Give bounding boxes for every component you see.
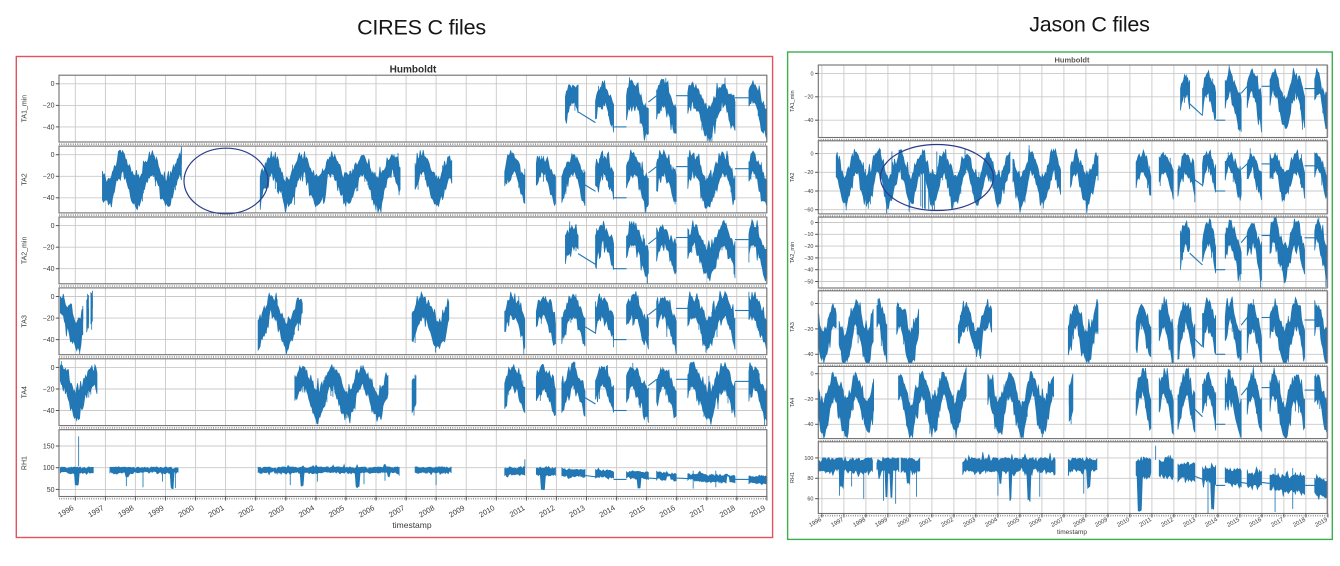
svg-text:−20: −20 [804, 327, 813, 333]
svg-text:0: 0 [810, 372, 813, 378]
svg-text:−20: −20 [804, 397, 813, 403]
svg-text:Jason C files: Jason C files [1029, 13, 1149, 37]
svg-text:TA4: TA4 [22, 386, 29, 398]
svg-text:0: 0 [51, 294, 55, 301]
svg-text:TA2: TA2 [790, 173, 796, 183]
svg-text:TA2: TA2 [22, 173, 29, 185]
svg-text:0: 0 [51, 152, 55, 159]
svg-text:−40: −40 [43, 337, 55, 344]
svg-text:80: 80 [807, 476, 813, 482]
svg-text:60: 60 [807, 497, 813, 503]
svg-text:100: 100 [43, 465, 55, 472]
svg-text:−40: −40 [43, 408, 55, 415]
svg-text:−10: −10 [804, 232, 813, 238]
svg-text:−20: −20 [43, 103, 55, 110]
svg-text:−40: −40 [804, 118, 813, 124]
svg-text:TA1_min: TA1_min [22, 95, 29, 123]
svg-text:150: 150 [43, 443, 55, 450]
svg-text:−20: −20 [43, 174, 55, 181]
svg-text:0: 0 [51, 365, 55, 372]
svg-text:Humboldt: Humboldt [390, 65, 437, 76]
svg-text:0: 0 [810, 71, 813, 77]
svg-text:−20: −20 [804, 95, 813, 101]
svg-text:TA2_min: TA2_min [790, 242, 796, 264]
svg-text:timestamp: timestamp [1057, 529, 1087, 536]
svg-text:RH1: RH1 [790, 472, 796, 483]
svg-text:50: 50 [47, 487, 55, 494]
svg-text:−20: −20 [43, 386, 55, 393]
svg-text:TA1_min: TA1_min [790, 90, 796, 112]
svg-text:0: 0 [810, 220, 813, 226]
svg-text:2011: 2011 [1139, 517, 1154, 529]
svg-text:−50: −50 [804, 279, 813, 285]
svg-text:−30: −30 [804, 256, 813, 262]
svg-text:−60: −60 [804, 208, 813, 214]
svg-text:0: 0 [51, 223, 55, 230]
svg-text:−20: −20 [804, 244, 813, 250]
svg-text:−20: −20 [43, 245, 55, 252]
svg-text:−40: −40 [804, 422, 813, 428]
svg-text:TA3: TA3 [22, 315, 29, 327]
svg-text:−40: −40 [804, 189, 813, 195]
svg-text:TA4: TA4 [790, 398, 796, 408]
svg-text:timestamp: timestamp [392, 520, 431, 530]
svg-text:0: 0 [810, 152, 813, 158]
svg-text:−40: −40 [43, 195, 55, 202]
svg-text:−40: −40 [43, 266, 55, 273]
svg-text:RH1: RH1 [22, 456, 29, 470]
svg-text:−40: −40 [43, 124, 55, 131]
svg-text:−20: −20 [43, 315, 55, 322]
svg-text:0: 0 [810, 301, 813, 307]
svg-text:TA2_min: TA2_min [22, 237, 29, 265]
svg-text:−40: −40 [804, 268, 813, 274]
svg-text:−40: −40 [804, 352, 813, 358]
svg-text:Humboldt: Humboldt [1055, 56, 1090, 65]
svg-text:0: 0 [51, 81, 55, 88]
svg-text:CIRES C files: CIRES C files [357, 16, 486, 40]
svg-text:TA3: TA3 [790, 322, 796, 332]
svg-text:−20: −20 [804, 170, 813, 176]
svg-text:100: 100 [804, 456, 813, 462]
